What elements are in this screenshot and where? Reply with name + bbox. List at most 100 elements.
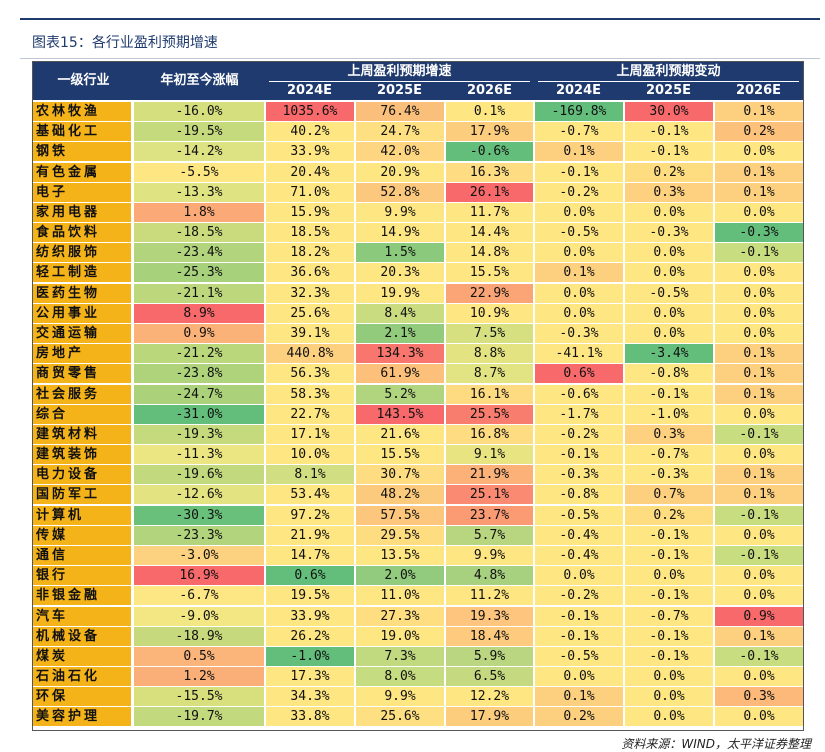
change-2026-cell: -0.1%	[715, 243, 803, 263]
header-change-2026: 2026E	[735, 83, 782, 98]
change-2026-cell: -0.1%	[715, 545, 803, 565]
ytd-cell: -25.3%	[134, 263, 264, 283]
growth-2026-cell: 12.2%	[446, 687, 533, 707]
change-2026-cell: 0.3%	[715, 687, 803, 707]
table-row: 商贸零售 -23.8% 56.3% 61.9% 8.7% 0.6% -0.8% 0.1%	[33, 364, 803, 385]
industry-cell: 商贸零售	[33, 364, 131, 384]
growth-2026-cell: 17.9%	[446, 707, 533, 727]
change-2026-cell: 0.1%	[715, 102, 803, 121]
growth-2026-cell: 8.8%	[446, 344, 533, 364]
growth-2025-cell: 2.1%	[356, 323, 444, 343]
growth-2026-cell: 16.3%	[446, 162, 533, 182]
growth-2026-cell: -0.6%	[446, 142, 533, 162]
change-2024-cell: 0.1%	[535, 687, 623, 707]
growth-2024-cell: 18.2%	[266, 243, 354, 263]
change-2024-cell: 0.0%	[535, 202, 623, 222]
change-2024-cell: 0.2%	[535, 707, 623, 727]
growth-2026-cell: 11.2%	[446, 586, 533, 606]
ytd-cell: -19.5%	[134, 122, 264, 142]
ytd-cell: -12.6%	[134, 485, 264, 505]
header-growth-2026: 2026E	[466, 83, 513, 98]
table-row: 社会服务 -24.7% 58.3% 5.2% 16.1% -0.6% -0.1% 0.1%	[33, 384, 803, 406]
industry-cell: 银行	[33, 566, 131, 586]
change-2026-cell: 0.1%	[715, 364, 803, 384]
table-row: 交通运输 0.9% 39.1% 2.1% 7.5% -0.3% 0.0% 0.0%	[33, 323, 803, 345]
growth-2025-cell: 1.5%	[356, 243, 444, 263]
industry-cell: 医药生物	[33, 283, 131, 303]
ytd-cell: 0.9%	[134, 323, 264, 343]
growth-2024-cell: 25.6%	[266, 303, 354, 323]
ytd-cell: -6.7%	[134, 586, 264, 606]
change-2026-cell: -0.1%	[715, 646, 803, 666]
growth-2024-cell: 36.6%	[266, 263, 354, 283]
change-2026-cell: 0.0%	[715, 586, 803, 606]
growth-2024-cell: 17.1%	[266, 424, 354, 444]
table-row: 通信 -3.0% 14.7% 13.5% 9.9% -0.4% -0.1% -0.1%	[33, 545, 803, 567]
growth-2024-cell: 56.3%	[266, 364, 354, 384]
growth-2024-cell: 32.3%	[266, 283, 354, 303]
change-2025-cell: -0.1%	[625, 626, 713, 646]
growth-2024-cell: 33.9%	[266, 606, 354, 626]
change-2024-cell: -41.1%	[535, 344, 623, 364]
industry-cell: 通信	[33, 545, 131, 565]
change-2026-cell: 0.1%	[715, 162, 803, 182]
growth-2024-cell: 20.4%	[266, 162, 354, 182]
table-row: 煤炭 0.5% -1.0% 7.3% 5.9% -0.5% -0.1% -0.1%	[33, 646, 803, 668]
industry-cell: 家用电器	[33, 202, 131, 222]
change-2024-cell: 0.0%	[535, 303, 623, 323]
ytd-cell: 8.9%	[134, 303, 264, 323]
industry-cell: 机械设备	[33, 626, 131, 646]
ytd-cell: -19.6%	[134, 465, 264, 485]
change-2025-cell: -0.7%	[625, 445, 713, 465]
change-2024-cell: -0.7%	[535, 122, 623, 142]
change-2024-cell: -0.2%	[535, 586, 623, 606]
change-2026-cell: 0.0%	[715, 667, 803, 687]
change-2026-cell: 0.0%	[715, 445, 803, 465]
change-2025-cell: -0.1%	[625, 384, 713, 404]
header-group-rule	[538, 81, 799, 82]
change-2025-cell: -0.3%	[625, 223, 713, 243]
growth-2024-cell: 22.7%	[266, 404, 354, 424]
growth-2025-cell: 134.3%	[356, 344, 444, 364]
table-row: 非银金融 -6.7% 19.5% 11.0% 11.2% -0.2% -0.1% 0.0%	[33, 586, 803, 607]
change-2025-cell: -0.1%	[625, 142, 713, 162]
ytd-cell: -21.1%	[134, 283, 264, 303]
table-row: 有色金属 -5.5% 20.4% 20.9% 16.3% -0.1% 0.2% 0.1%	[33, 162, 803, 184]
growth-2025-cell: 48.2%	[356, 485, 444, 505]
change-2024-cell: 0.0%	[535, 243, 623, 263]
growth-2025-cell: 13.5%	[356, 545, 444, 565]
growth-2025-cell: 21.6%	[356, 424, 444, 444]
change-2025-cell: -0.8%	[625, 364, 713, 384]
growth-2025-cell: 8.4%	[356, 303, 444, 323]
growth-2024-cell: 19.5%	[266, 586, 354, 606]
title-rule	[20, 58, 820, 59]
growth-2026-cell: 21.9%	[446, 465, 533, 485]
change-2025-cell: -0.3%	[625, 465, 713, 485]
change-2024-cell: -0.3%	[535, 465, 623, 485]
change-2025-cell: 30.0%	[625, 102, 713, 121]
industry-cell: 国防军工	[33, 485, 131, 505]
header-change-2025: 2025E	[645, 83, 692, 98]
change-2026-cell: 0.0%	[715, 707, 803, 727]
ytd-cell: -11.3%	[134, 445, 264, 465]
change-2025-cell: 0.3%	[625, 424, 713, 444]
growth-2024-cell: 1035.6%	[266, 102, 354, 121]
table-row: 纺织服饰 -23.4% 18.2% 1.5% 14.8% 0.0% 0.0% -0.1%	[33, 243, 803, 264]
growth-2025-cell: 19.9%	[356, 283, 444, 303]
growth-2024-cell: 18.5%	[266, 223, 354, 243]
change-2026-cell: 0.0%	[715, 202, 803, 222]
growth-2025-cell: 20.3%	[356, 263, 444, 283]
change-2025-cell: 0.0%	[625, 202, 713, 222]
growth-2026-cell: 25.1%	[446, 485, 533, 505]
growth-2025-cell: 27.3%	[356, 606, 444, 626]
change-2026-cell: 0.1%	[715, 344, 803, 364]
ytd-cell: -24.7%	[134, 384, 264, 404]
industry-cell: 环保	[33, 687, 131, 707]
table-row: 国防军工 -12.6% 53.4% 48.2% 25.1% -0.8% 0.7% 0.1%	[33, 485, 803, 506]
table-row: 汽车 -9.0% 33.9% 27.3% 19.3% -0.1% -0.7% 0.9%	[33, 606, 803, 628]
table-row: 计算机 -30.3% 97.2% 57.5% 23.7% -0.5% 0.2% -0.1%	[33, 505, 803, 527]
change-2024-cell: -0.6%	[535, 384, 623, 404]
table-row: 农林牧渔 -16.0% 1035.6% 76.4% 0.1% -169.8% 30.0% 0.…	[33, 102, 803, 123]
ytd-cell: -30.3%	[134, 505, 264, 525]
growth-2026-cell: 4.8%	[446, 566, 533, 586]
